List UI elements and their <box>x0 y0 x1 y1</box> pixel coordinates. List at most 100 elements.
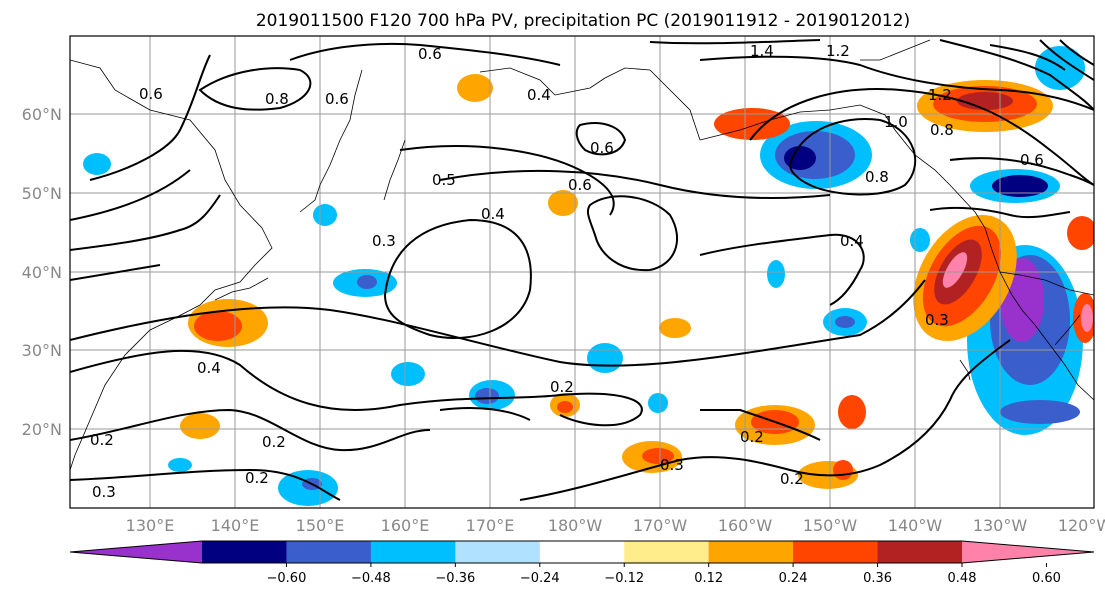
precip-blob <box>587 343 623 373</box>
precip-blob <box>457 74 493 102</box>
contour-label: 0.8 <box>865 168 889 186</box>
longitude-labels: 130°E 140°E 150°E 160°E 170°E 180°W 170°… <box>126 516 1105 535</box>
colorbar-bin <box>286 541 372 563</box>
lon-label: 130°E <box>126 516 175 535</box>
lon-label: 120°W <box>1058 516 1105 535</box>
lon-label: 140°W <box>888 516 943 535</box>
contour-label: 0.2 <box>262 433 286 451</box>
contour-label: 0.3 <box>925 311 949 329</box>
contour-label: 0.5 <box>432 171 456 189</box>
colorbar-tick-label: −0.12 <box>604 571 644 586</box>
precip-blob <box>1081 304 1093 332</box>
precip-blob <box>648 393 668 413</box>
precip-blob <box>1000 400 1080 424</box>
contour-label: 0.8 <box>265 90 289 108</box>
contour-label: 0.2 <box>245 469 269 487</box>
contour-label: 0.6 <box>1020 151 1044 169</box>
lon-label: 150°E <box>296 516 345 535</box>
contour-label: 0.3 <box>660 456 684 474</box>
coastlines <box>70 39 1094 471</box>
lon-label: 130°W <box>973 516 1028 535</box>
contour-label: 0.4 <box>527 86 551 104</box>
precip-blob <box>475 388 499 404</box>
colorbar-bin <box>370 541 456 563</box>
lon-label: 150°W <box>803 516 858 535</box>
contour-label: 1.4 <box>750 42 774 60</box>
contour-label: 0.6 <box>325 90 349 108</box>
lon-label: 180°W <box>548 516 603 535</box>
precipitation-shading <box>83 46 1094 506</box>
contour-label: 0.2 <box>90 431 114 449</box>
colorbar-tick-label: −0.48 <box>351 571 391 586</box>
colorbar-bin <box>539 541 625 563</box>
colorbar-extension-min <box>70 541 202 563</box>
precip-blob <box>83 153 111 175</box>
contour-label: 0.8 <box>930 121 954 139</box>
precip-blob <box>992 175 1048 197</box>
colorbar-bin <box>455 541 541 563</box>
contour-label: 0.4 <box>840 232 864 250</box>
precip-blob <box>838 395 866 429</box>
precip-blob <box>391 362 425 386</box>
precip-blob <box>1067 216 1094 250</box>
colorbar-tick-label: −0.24 <box>520 571 560 586</box>
contour-labels: 0.6 1.4 1.2 0.8 0.6 0.4 1.2 0.8 0.6 0.6 … <box>90 42 1044 501</box>
lon-label: 170°W <box>633 516 688 535</box>
lon-label: 170°E <box>466 516 515 535</box>
contour-label: 1.2 <box>826 42 850 60</box>
precip-blob <box>168 458 192 472</box>
contour-label: 0.6 <box>568 176 592 194</box>
colorbar-outline <box>69 540 1095 564</box>
precip-blob <box>1035 46 1085 90</box>
contour-label: 0.2 <box>780 470 804 488</box>
map-frame <box>69 35 1095 509</box>
lon-label: 160°W <box>718 516 773 535</box>
contour-label: 1.2 <box>928 86 952 104</box>
lon-label: 140°E <box>211 516 260 535</box>
colorbar-bin <box>877 541 963 563</box>
lon-label: 160°E <box>381 516 430 535</box>
lat-label-40n: 40°N <box>22 263 62 282</box>
contour-label: 0.4 <box>481 205 505 223</box>
colorbar-tick-label: −0.36 <box>435 571 475 586</box>
contour-label: 1.0 <box>884 113 908 131</box>
precip-blob <box>942 252 968 288</box>
precip-blob <box>180 413 220 439</box>
precip-blob <box>357 275 377 289</box>
contour-label: 0.6 <box>418 45 442 63</box>
precip-blob <box>833 460 853 480</box>
colorbar-tick-label: 0.60 <box>1032 571 1061 586</box>
colorbar-bin <box>624 541 710 563</box>
colorbar-extension-max <box>962 541 1094 563</box>
colorbar-tick-label: 0.24 <box>779 571 808 586</box>
precip-blob <box>835 316 855 328</box>
colorbar <box>69 540 1095 564</box>
colorbar-tick-label: −0.60 <box>267 571 307 586</box>
lat-label-20n: 20°N <box>22 420 62 439</box>
colorbar-bin <box>708 541 794 563</box>
contour-label: 0.3 <box>92 483 116 501</box>
colorbar-tick-label: 0.12 <box>694 571 723 586</box>
lat-label-60n: 60°N <box>22 105 62 124</box>
precip-blob <box>642 448 674 464</box>
figure-title: 2019011500 F120 700 hPa PV, precipitatio… <box>256 11 910 31</box>
contour-label: 0.2 <box>740 428 764 446</box>
colorbar-bin <box>202 541 287 563</box>
contour-label: 0.4 <box>197 359 221 377</box>
pv-contours <box>70 39 1094 501</box>
precip-blob <box>194 311 242 341</box>
colorbar-bin <box>793 541 879 563</box>
precip-blob <box>957 92 1013 110</box>
colorbar-tick-label: 0.36 <box>863 571 892 586</box>
lat-label-30n: 30°N <box>22 341 62 360</box>
colorbar-labels: −0.60 −0.48 −0.36 −0.24 −0.12 0.12 0.24 0.36 0.4… <box>267 563 1061 586</box>
precip-blob <box>557 401 573 413</box>
colorbar-tick-label: 0.48 <box>948 571 977 586</box>
precip-blob <box>784 146 816 170</box>
contour-label: 0.6 <box>139 85 163 103</box>
precip-blob <box>659 318 691 338</box>
latitude-labels: 60°N 50°N 40°N 30°N 20°N <box>22 105 62 439</box>
precip-blob <box>548 190 578 216</box>
graticule <box>70 36 1094 508</box>
